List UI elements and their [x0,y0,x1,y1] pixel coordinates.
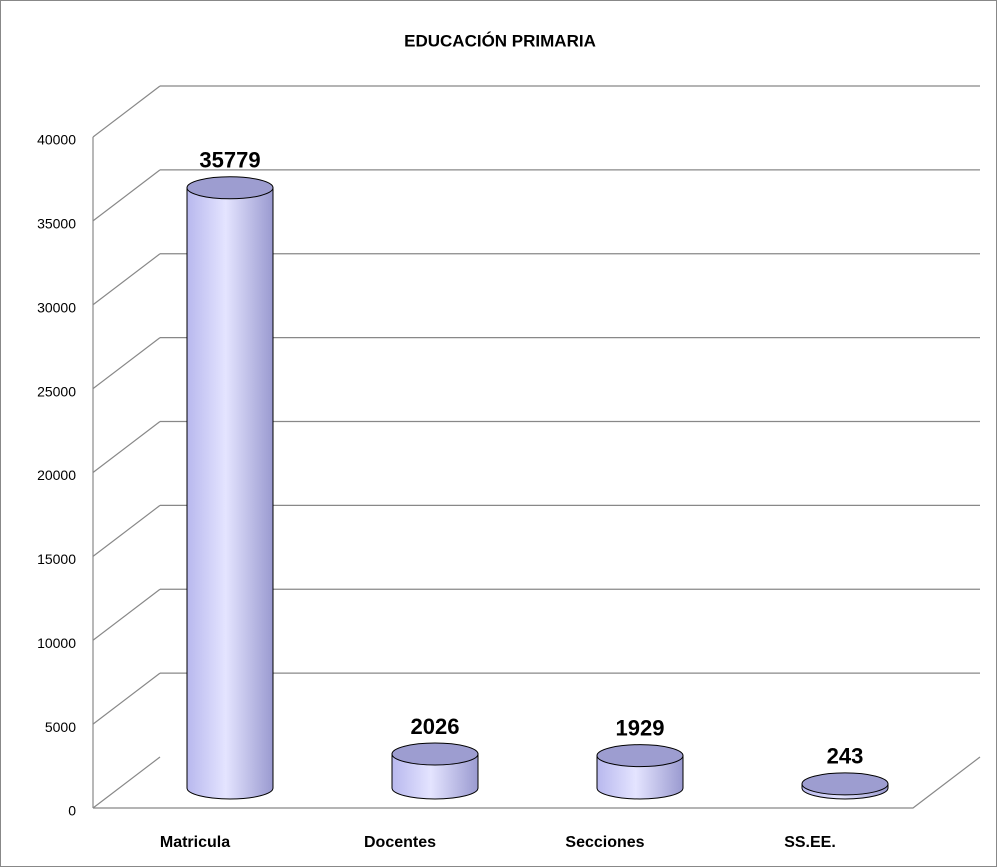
value-label: 1929 [616,715,665,740]
grid-line [92,421,161,473]
value-label: 35779 [199,148,260,173]
y-tick-label: 5000 [45,719,76,735]
y-tick-label: 30000 [37,299,76,315]
x-tick-label: Docentes [364,834,436,851]
y-tick-label: 35000 [37,216,76,232]
grid-line [92,85,161,138]
chart-title: EDUCACIÓN PRIMARIA [404,31,596,50]
grid-line [92,253,161,306]
y-tick-label: 25000 [37,383,76,399]
grid-line [92,337,161,390]
x-tick-label: Matricula [160,834,230,851]
bar-top [801,772,889,796]
y-tick-label: 10000 [37,635,76,651]
value-label: 2026 [411,714,460,739]
x-tick-label: SS.EE. [784,834,836,851]
grid-line [92,756,161,809]
bar-top [186,176,274,200]
grid-line [92,588,161,641]
bar-top [391,742,479,766]
y-tick-label: 20000 [37,467,76,483]
bar-top [596,744,684,768]
grid-line [92,672,161,725]
bar [186,187,274,800]
grid-line [92,504,161,557]
bar [391,753,479,800]
value-label: 243 [827,744,864,769]
grid-line [92,169,161,222]
floor [93,756,981,809]
y-tick-label: 0 [68,803,76,819]
bar [596,755,684,800]
x-tick-label: Secciones [565,834,644,851]
y-tick-label: 40000 [37,132,76,148]
y-tick-label: 15000 [37,551,76,567]
